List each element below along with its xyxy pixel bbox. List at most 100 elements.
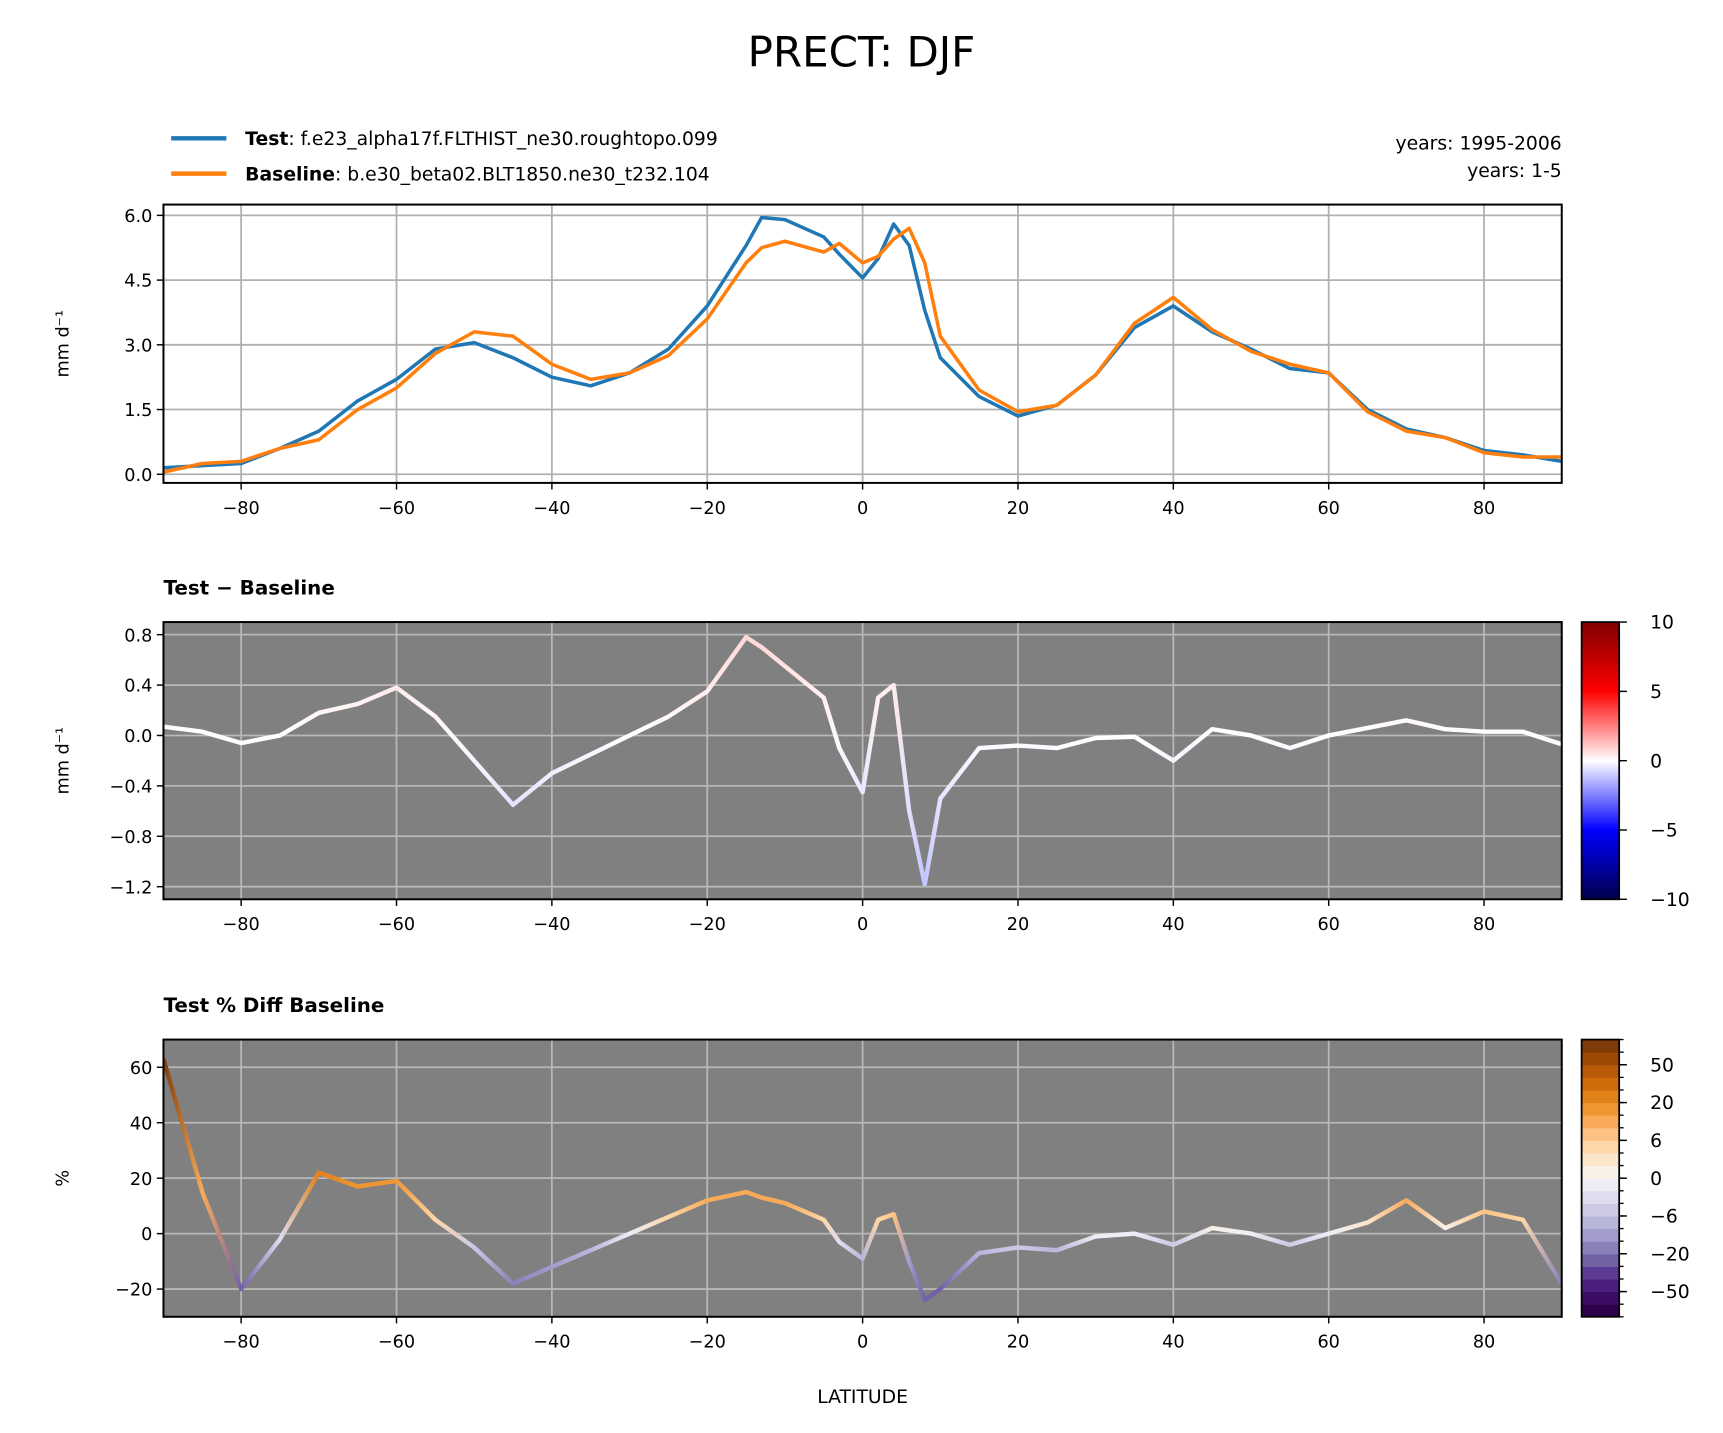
y-tick-label: −20	[115, 1281, 152, 1301]
data-line	[163, 1058, 1562, 1303]
x-tick-label: −80	[223, 499, 260, 519]
colorbar-tick-label: −20	[1650, 1244, 1690, 1265]
annotation: years: 1995-2006	[1396, 133, 1562, 154]
colorbar-box	[1581, 1190, 1620, 1204]
legend-entry: Test: f.e23_alpha17f.FLTHIST_ne30.rought…	[245, 129, 718, 150]
x-tick-label: 20	[1007, 499, 1029, 519]
y-tick-label: 0.4	[124, 677, 152, 697]
colorbar-box	[1581, 1064, 1620, 1078]
colorbar-box	[1581, 1127, 1620, 1141]
colorbar-box	[1581, 1228, 1620, 1242]
x-tick-label: 80	[1473, 499, 1495, 519]
y-tick-label: −0.4	[110, 778, 153, 798]
chart-title: PRECT: DJF	[748, 28, 976, 77]
y-tick-label: 0.0	[124, 466, 152, 486]
x-tick-label: −40	[533, 915, 570, 935]
colorbar-box	[1581, 1102, 1620, 1116]
colorbar-box	[1581, 1052, 1620, 1066]
x-tick-label: 0	[857, 1333, 868, 1353]
x-tick-label: 60	[1317, 915, 1339, 935]
y-tick-label: 20	[130, 1170, 152, 1190]
legend-name: Test	[245, 129, 288, 150]
colorbar-box	[1581, 1140, 1620, 1154]
x-tick-label: −60	[378, 499, 415, 519]
colorbar-tick-label: −50	[1650, 1282, 1690, 1303]
y-tick-label: 1.5	[124, 401, 152, 421]
plot-frame	[162, 621, 1563, 901]
y-tick-label: 4.5	[124, 272, 152, 292]
x-tick-label: −60	[378, 915, 415, 935]
colorbar-tick-label: 0	[1650, 751, 1662, 772]
colorbar-box	[1581, 1241, 1620, 1255]
colorbar-tick-label: −5	[1650, 821, 1678, 842]
colorbar-box	[1581, 1115, 1620, 1129]
x-tick-label: −80	[223, 1333, 260, 1353]
y-tick-label: 60	[130, 1059, 152, 1079]
colorbar-tick-label: 6	[1650, 1131, 1662, 1152]
colorbar-tick-label: −6	[1650, 1207, 1678, 1228]
x-tick-label: 80	[1473, 1333, 1495, 1353]
colorbar-box	[1581, 1304, 1620, 1318]
y-tick-label: 0.0	[124, 727, 152, 747]
panel-title: Test % Diff Baseline	[163, 994, 384, 1017]
colorbar-tick-label: 0	[1650, 1169, 1662, 1190]
colorbar-box	[1581, 1165, 1620, 1179]
x-tick-label: 0	[857, 915, 868, 935]
legend-name: Baseline	[245, 164, 335, 185]
colorbar	[1581, 622, 1620, 900]
x-tick-label: −40	[533, 499, 570, 519]
y-tick-label: 40	[130, 1114, 152, 1134]
x-tick-label: −20	[689, 915, 726, 935]
annotation: years: 1-5	[1467, 161, 1562, 182]
x-tick-label: 80	[1473, 915, 1495, 935]
colorbar-box	[1581, 1291, 1620, 1305]
x-tick-label: 60	[1317, 1333, 1339, 1353]
plot-frame	[162, 203, 1563, 484]
x-tick-label: −40	[533, 1333, 570, 1353]
data-line	[163, 215, 1562, 470]
colorbar-box	[1581, 1178, 1620, 1192]
legend-case: : b.e30_beta02.BLT1850.ne30_t232.104	[335, 164, 710, 185]
colorbar-box	[1581, 1077, 1620, 1091]
colorbar-box	[1581, 1278, 1620, 1293]
colorbar-box	[1581, 1203, 1620, 1217]
y-tick-label: 0	[141, 1225, 152, 1245]
colorbar-tick-label: 50	[1650, 1055, 1674, 1076]
x-axis-label: LATITUDE	[817, 1387, 908, 1408]
y-axis-label: mm d⁻¹	[53, 727, 73, 795]
y-tick-label: 0.8	[124, 626, 152, 646]
y-tick-label: −1.2	[110, 878, 153, 898]
x-tick-label: −20	[689, 1333, 726, 1353]
panel-title: Test − Baseline	[163, 576, 334, 599]
colorbar-box	[1581, 1253, 1620, 1267]
x-tick-label: −80	[223, 915, 260, 935]
colorbar-box	[1581, 1152, 1620, 1167]
colorbar-tick-label: 20	[1650, 1093, 1674, 1114]
colorbar-tick-label: −10	[1650, 890, 1690, 911]
plot-frame	[162, 1038, 1563, 1318]
data-line	[163, 634, 1562, 887]
x-tick-label: −20	[689, 499, 726, 519]
colorbar-box	[1581, 1215, 1620, 1230]
x-tick-label: −60	[378, 1333, 415, 1353]
legend-case: : f.e23_alpha17f.FLTHIST_ne30.roughtopo.…	[288, 129, 717, 150]
x-tick-label: 40	[1162, 915, 1184, 935]
colorbar-box	[1581, 1039, 1620, 1053]
x-tick-label: 60	[1317, 499, 1339, 519]
x-tick-label: 40	[1162, 1333, 1184, 1353]
y-tick-label: 6.0	[124, 207, 152, 227]
y-tick-label: −0.8	[110, 828, 153, 848]
colorbar-box	[1581, 1089, 1620, 1104]
data-line	[163, 226, 1562, 474]
colorbar-tick-label: 5	[1650, 682, 1662, 703]
x-tick-label: 0	[857, 499, 868, 519]
legend-entry: Baseline: b.e30_beta02.BLT1850.ne30_t232…	[245, 164, 710, 185]
x-tick-label: 20	[1007, 1333, 1029, 1353]
x-tick-label: 20	[1007, 915, 1029, 935]
colorbar-tick-label: 10	[1650, 613, 1674, 634]
colorbar-box	[1581, 1266, 1620, 1280]
y-axis-label: mm d⁻¹	[53, 310, 73, 378]
y-tick-label: 3.0	[124, 336, 152, 356]
